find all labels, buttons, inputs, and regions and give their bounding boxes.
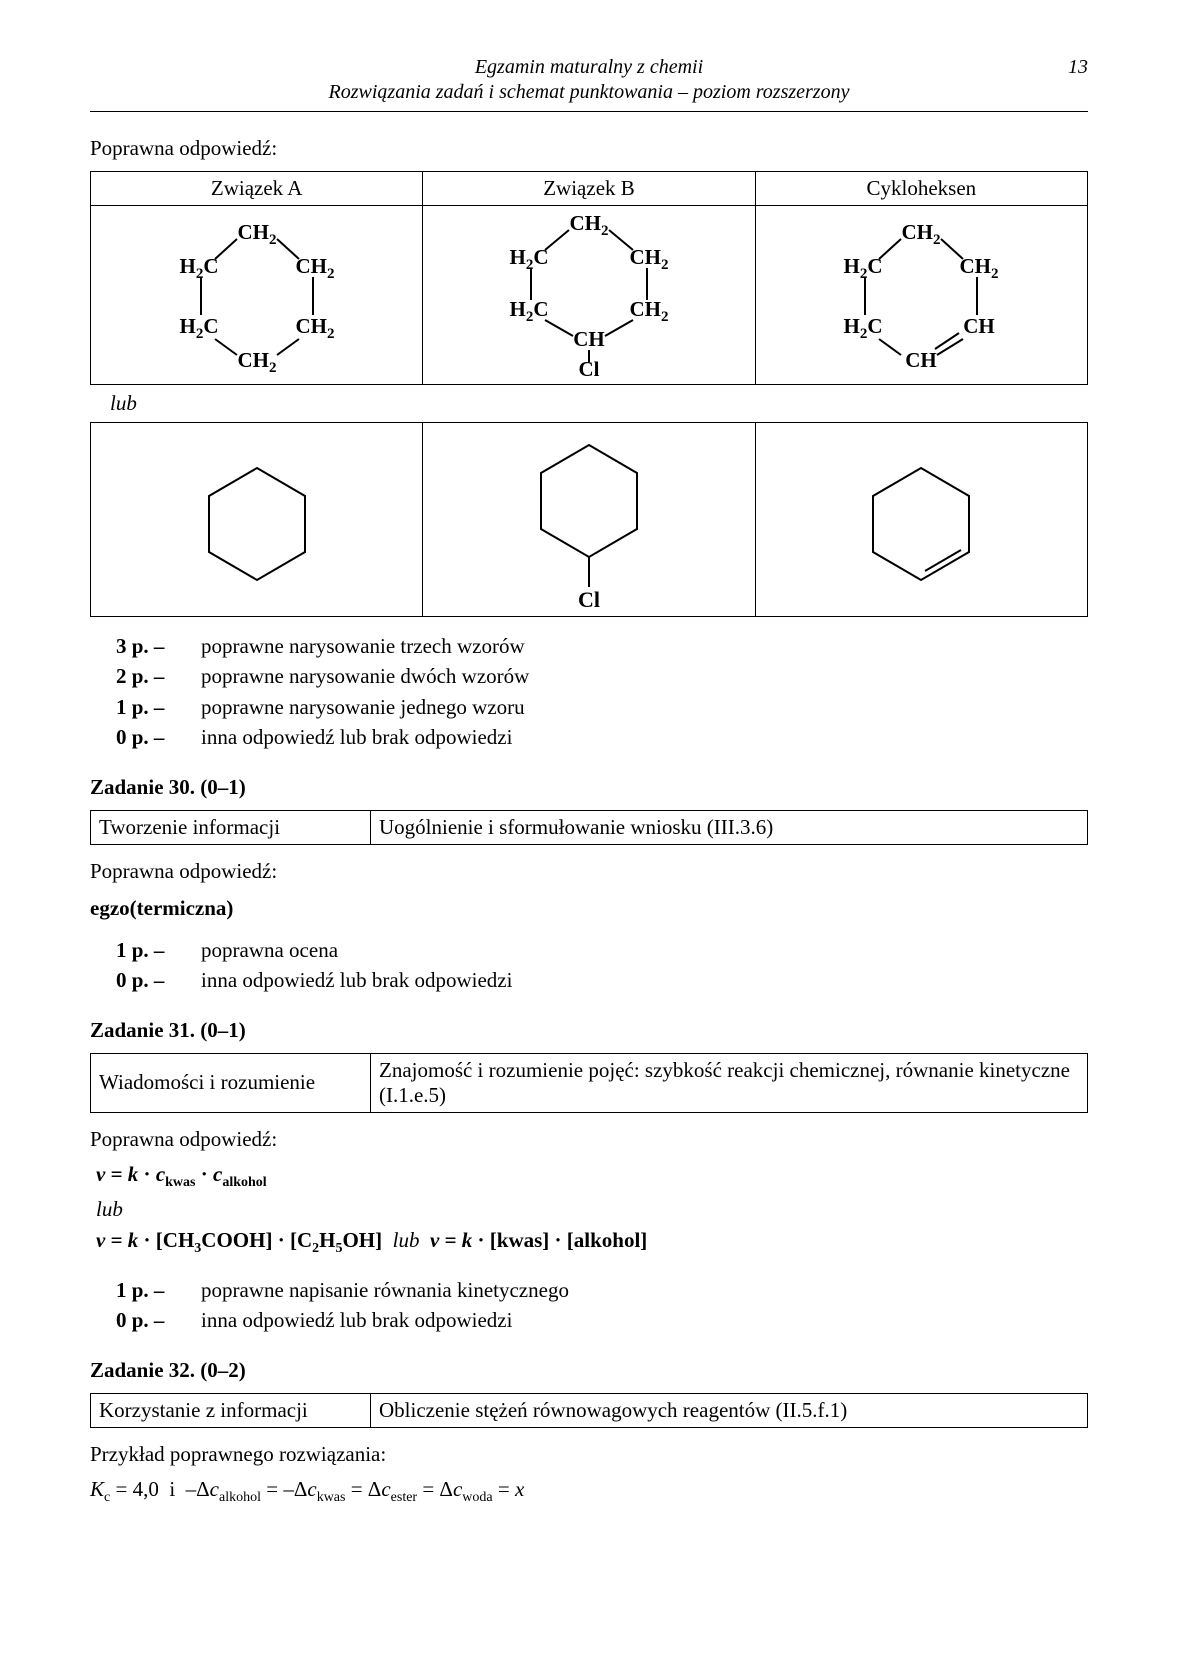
- task-32-equation: Kc = 4,0 i –Δcalkohol = –Δckwas = Δceste…: [90, 1477, 1088, 1506]
- points-text: inna odpowiedź lub brak odpowiedzi: [201, 722, 512, 752]
- compound-b-skeletal: Cl: [423, 423, 755, 617]
- task-32-col1: Korzystanie z informacji: [91, 1393, 371, 1427]
- header-line-1: Egzamin maturalny z chemii: [90, 55, 1088, 80]
- points-label: 2 p. –: [116, 661, 201, 691]
- task-32-heading: Zadanie 32. (0–2): [90, 1358, 1088, 1383]
- points-text: poprawna ocena: [201, 935, 338, 965]
- points-label: 1 p. –: [116, 1275, 201, 1305]
- scoring-30: 1 p. – poprawna ocena 0 p. – inna odpowi…: [116, 935, 1088, 996]
- scoring-row: 2 p. – poprawne narysowanie dwóch wzorów: [116, 661, 1088, 691]
- col-header-c: Cykloheksen: [755, 172, 1087, 206]
- scoring-row: 1 p. – poprawne napisanie równania kinet…: [116, 1275, 1088, 1305]
- svg-text:CH2: CH2: [295, 314, 334, 342]
- hexagon-icon: [187, 440, 327, 600]
- task-30-table: Tworzenie informacji Uogólnienie i sform…: [90, 810, 1088, 845]
- task-30-col1: Tworzenie informacji: [91, 810, 371, 844]
- svg-text:H2C: H2C: [509, 297, 548, 325]
- correct-answer-label-31: Poprawna odpowiedź:: [90, 1127, 1088, 1152]
- points-label: 3 p. –: [116, 631, 201, 661]
- points-label: 1 p. –: [116, 692, 201, 722]
- compounds-table-skeletal: Cl: [90, 422, 1088, 617]
- hexagon-double-icon: [851, 440, 991, 600]
- hexagon-cl-icon: Cl: [519, 427, 659, 612]
- scoring-row: 0 p. – inna odpowiedź lub brak odpowiedz…: [116, 1305, 1088, 1335]
- header-line-2: Rozwiązania zadań i schemat punktowania …: [90, 80, 1088, 105]
- points-text: poprawne narysowanie trzech wzorów: [201, 631, 525, 661]
- cyclohexane-structural-icon: CH2 H2C CH2 H2C CH2 CH2: [137, 215, 377, 375]
- svg-text:CH2: CH2: [629, 245, 668, 273]
- svg-text:CH2: CH2: [902, 220, 941, 248]
- task-30-heading: Zadanie 30. (0–1): [90, 775, 1088, 800]
- svg-text:Cl: Cl: [578, 587, 600, 612]
- lub-label-1: lub: [110, 391, 1088, 416]
- scoring-row: 0 p. – inna odpowiedź lub brak odpowiedz…: [116, 722, 1088, 752]
- col-header-a: Związek A: [91, 172, 423, 206]
- compound-b-structural: CH2 H2C CH2 H2C CH2 CH Cl: [423, 206, 755, 385]
- page-number: 13: [1068, 55, 1088, 80]
- skeletal-formula-row: Cl: [91, 423, 1088, 617]
- svg-text:CH2: CH2: [237, 220, 276, 248]
- task-30-answer: egzo(termiczna): [90, 896, 1088, 921]
- correct-answer-label-30: Poprawna odpowiedź:: [90, 859, 1088, 884]
- task-31-table: Wiadomości i rozumienie Znajomość i rozu…: [90, 1053, 1088, 1113]
- svg-text:CH2: CH2: [629, 297, 668, 325]
- chlorocyclohexane-structural-icon: CH2 H2C CH2 H2C CH2 CH Cl: [469, 210, 709, 380]
- points-text: inna odpowiedź lub brak odpowiedzi: [201, 965, 512, 995]
- task-32-table: Korzystanie z informacji Obliczenie stęż…: [90, 1393, 1088, 1428]
- table-header-row: Związek A Związek B Cykloheksen: [91, 172, 1088, 206]
- svg-text:H2C: H2C: [844, 314, 883, 342]
- scoring-row: 0 p. – inna odpowiedź lub brak odpowiedz…: [116, 965, 1088, 995]
- points-text: poprawne narysowanie jednego wzoru: [201, 692, 525, 722]
- correct-answer-label: Poprawna odpowiedź:: [90, 136, 1088, 161]
- task-31-col2: Znajomość i rozumienie pojęć: szybkość r…: [371, 1053, 1088, 1112]
- svg-text:CH2: CH2: [960, 254, 999, 282]
- kinetic-equation-1: v = k · ckwas · calkohol: [96, 1162, 1088, 1191]
- svg-text:CH: CH: [573, 327, 605, 351]
- structural-formula-row: CH2 H2C CH2 H2C CH2 CH2: [91, 206, 1088, 385]
- cyclohexene-skeletal: [755, 423, 1087, 617]
- svg-text:H2C: H2C: [844, 254, 883, 282]
- compound-a-structural: CH2 H2C CH2 H2C CH2 CH2: [91, 206, 423, 385]
- scoring-row: 3 p. – poprawne narysowanie trzech wzoró…: [116, 631, 1088, 661]
- points-label: 1 p. –: [116, 935, 201, 965]
- points-text: poprawne napisanie równania kinetycznego: [201, 1275, 569, 1305]
- svg-text:CH2: CH2: [295, 254, 334, 282]
- example-solution-label: Przykład poprawnego rozwiązania:: [90, 1442, 1088, 1467]
- compound-a-skeletal: [91, 423, 423, 617]
- cyclohexene-structural: CH2 H2C CH2 H2C CH CH: [755, 206, 1087, 385]
- svg-text:H2C: H2C: [179, 254, 218, 282]
- compounds-table: Związek A Związek B Cykloheksen CH2 H2C …: [90, 171, 1088, 385]
- scoring-31: 1 p. – poprawne napisanie równania kinet…: [116, 1275, 1088, 1336]
- points-label: 0 p. –: [116, 722, 201, 752]
- svg-text:H2C: H2C: [509, 245, 548, 273]
- lub-label-2: lub: [96, 1197, 1088, 1222]
- points-label: 0 p. –: [116, 965, 201, 995]
- task-32-col2: Obliczenie stężeń równowagowych reagentó…: [371, 1393, 1088, 1427]
- cyclohexene-structural-icon: CH2 H2C CH2 H2C CH CH: [801, 215, 1041, 375]
- task-31-col1: Wiadomości i rozumienie: [91, 1053, 371, 1112]
- svg-text:CH: CH: [964, 314, 996, 338]
- scoring-29: 3 p. – poprawne narysowanie trzech wzoró…: [116, 631, 1088, 753]
- task-30-col2: Uogólnienie i sformułowanie wniosku (III…: [371, 810, 1088, 844]
- points-text: inna odpowiedź lub brak odpowiedzi: [201, 1305, 512, 1335]
- svg-text:CH2: CH2: [237, 348, 276, 375]
- page: 13 Egzamin maturalny z chemii Rozwiązani…: [0, 0, 1178, 1666]
- task-31-heading: Zadanie 31. (0–1): [90, 1018, 1088, 1043]
- svg-text:CH2: CH2: [569, 211, 608, 239]
- svg-text:H2C: H2C: [179, 314, 218, 342]
- points-label: 0 p. –: [116, 1305, 201, 1335]
- col-header-b: Związek B: [423, 172, 755, 206]
- page-header: 13 Egzamin maturalny z chemii Rozwiązani…: [90, 55, 1088, 112]
- kinetic-equation-2: v = k · [CH3COOH] · [C2H5OH] lub v = k ·…: [96, 1228, 1088, 1257]
- scoring-row: 1 p. – poprawne narysowanie jednego wzor…: [116, 692, 1088, 722]
- points-text: poprawne narysowanie dwóch wzorów: [201, 661, 529, 691]
- scoring-row: 1 p. – poprawna ocena: [116, 935, 1088, 965]
- svg-text:CH: CH: [906, 348, 938, 372]
